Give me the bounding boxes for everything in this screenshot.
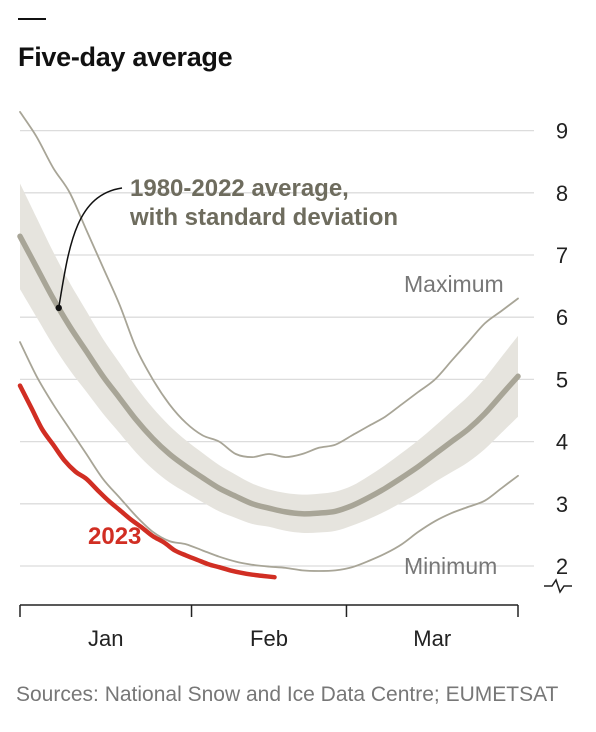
y-tick-label-7: 7	[556, 243, 568, 268]
x-tick-label-jan: Jan	[88, 626, 123, 651]
annotation-leader-line	[57, 187, 123, 309]
grid-layer: 2 3 4 5 6 7 8 9	[20, 119, 568, 579]
annotation-leader-dot	[55, 304, 62, 312]
y-tick-label-3: 3	[556, 492, 568, 517]
y-tick-label-6: 6	[556, 305, 568, 330]
y-tick-label-8: 8	[556, 181, 568, 206]
std-dev-band	[20, 183, 518, 534]
x-tick-label-mar: Mar	[413, 626, 451, 651]
current-year-line	[17, 383, 277, 580]
x-tick-label-feb: Feb	[250, 626, 288, 651]
y-tick-label-2: 2	[556, 554, 568, 579]
band-layer	[20, 183, 518, 534]
average-annotation-line-2: with standard deviation	[129, 204, 398, 231]
axis-break-icon	[544, 578, 572, 594]
y-tick-label-4: 4	[556, 430, 568, 455]
minimum-line	[19, 341, 519, 572]
y-tick-label-5: 5	[556, 367, 568, 392]
average-annotation-line-1: 1980-2022 average,	[130, 175, 349, 202]
maximum-line	[19, 111, 519, 458]
axis-layer: Jan Feb Mar	[19, 578, 572, 651]
minimum-label: Minimum	[404, 553, 497, 579]
title-rule	[18, 18, 46, 20]
maximum-label: Maximum	[404, 271, 504, 297]
current-year-label: 2023	[88, 523, 141, 550]
source-note: Sources: National Snow and Ice Data Cent…	[16, 683, 559, 706]
y-tick-label-9: 9	[556, 119, 568, 144]
chart-title: Five-day average	[18, 42, 233, 72]
series-layer	[17, 111, 521, 580]
label-layer: 1980-2022 average, with standard deviati…	[55, 175, 504, 579]
average-line	[17, 233, 521, 517]
